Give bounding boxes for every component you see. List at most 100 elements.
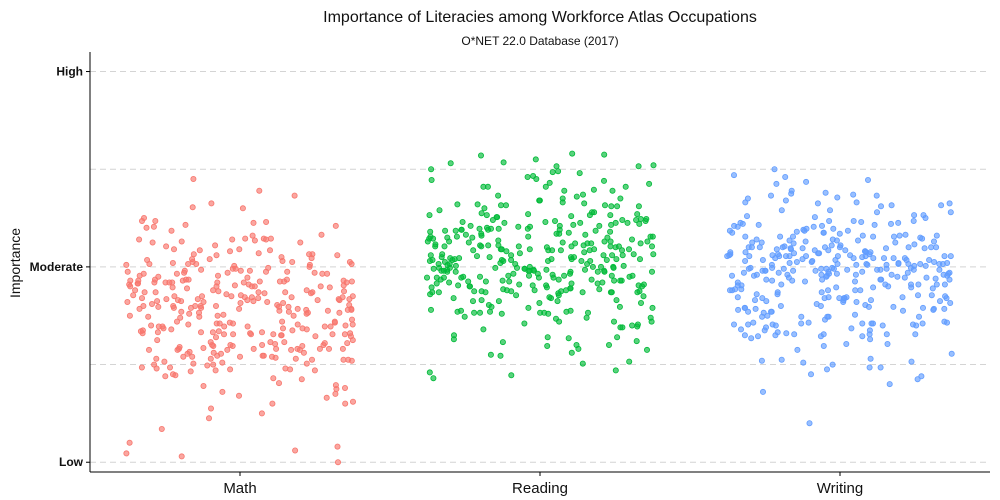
- data-point-math: [197, 329, 204, 336]
- data-point-writing: [759, 256, 766, 263]
- data-point-writing: [911, 212, 918, 219]
- data-point-reading: [613, 256, 620, 263]
- data-point-writing: [870, 255, 877, 262]
- data-point-writing: [922, 262, 929, 269]
- data-point-reading: [601, 268, 608, 275]
- data-point-writing: [738, 286, 745, 293]
- data-point-reading: [568, 349, 575, 356]
- data-point-math: [123, 261, 130, 268]
- data-point-math: [311, 367, 318, 374]
- data-point-reading: [432, 243, 439, 250]
- data-point-writing: [790, 233, 797, 240]
- data-point-reading: [478, 243, 485, 250]
- data-point-math: [171, 293, 178, 300]
- data-point-math: [332, 382, 339, 389]
- data-point-reading: [608, 289, 615, 296]
- data-point-reading: [607, 238, 614, 245]
- data-point-math: [324, 270, 331, 277]
- data-point-reading: [590, 186, 597, 193]
- data-point-math: [273, 345, 280, 352]
- data-point-math: [324, 307, 331, 314]
- data-point-reading: [555, 168, 562, 175]
- data-point-math: [230, 331, 237, 338]
- data-point-math: [213, 252, 220, 259]
- data-point-writing: [867, 336, 874, 343]
- data-point-writing: [814, 200, 821, 207]
- data-point-reading: [503, 248, 510, 255]
- data-point-math: [163, 243, 170, 250]
- data-point-math: [266, 247, 273, 254]
- data-point-math: [259, 341, 266, 348]
- data-point-reading: [589, 263, 596, 270]
- data-point-writing: [729, 272, 736, 279]
- data-point-math: [285, 303, 292, 310]
- data-point-math: [261, 290, 268, 297]
- data-point-writing: [793, 258, 800, 265]
- data-point-writing: [798, 313, 805, 320]
- chart-subtitle: O*NET 22.0 Database (2017): [461, 34, 618, 48]
- data-point-reading: [500, 257, 507, 264]
- data-point-math: [196, 247, 203, 254]
- data-point-writing: [818, 271, 825, 278]
- data-point-reading: [594, 280, 601, 287]
- data-point-math: [212, 302, 219, 309]
- data-point-reading: [578, 257, 585, 264]
- data-point-reading: [450, 295, 457, 302]
- data-point-writing: [746, 253, 753, 260]
- data-point-reading: [554, 298, 561, 305]
- data-point-reading: [643, 215, 650, 222]
- data-point-reading: [455, 282, 462, 289]
- data-point-writing: [936, 266, 943, 273]
- data-point-writing: [778, 207, 785, 214]
- data-point-reading: [486, 254, 493, 261]
- data-point-reading: [563, 308, 570, 315]
- data-point-math: [189, 256, 196, 263]
- data-point-math: [347, 330, 354, 337]
- data-point-math: [312, 333, 319, 340]
- data-point-reading: [442, 227, 449, 234]
- data-point-math: [186, 310, 193, 317]
- data-point-reading: [588, 276, 595, 283]
- data-point-writing: [850, 191, 857, 198]
- data-point-reading: [559, 195, 566, 202]
- data-point-reading: [606, 341, 613, 348]
- data-point-writing: [772, 332, 779, 339]
- data-point-math: [242, 235, 249, 242]
- data-point-writing: [740, 269, 747, 276]
- data-point-math: [309, 251, 316, 258]
- data-point-writing: [753, 236, 760, 243]
- data-point-math: [212, 242, 219, 249]
- data-point-reading: [581, 249, 588, 256]
- data-point-reading: [497, 352, 504, 359]
- data-point-reading: [476, 309, 483, 316]
- data-point-math: [149, 239, 156, 246]
- data-point-math: [198, 266, 205, 273]
- data-point-writing: [866, 327, 873, 334]
- data-point-math: [166, 364, 173, 371]
- data-point-reading: [607, 212, 614, 219]
- data-point-math: [255, 250, 262, 257]
- axes: [89, 52, 990, 473]
- data-point-writing: [774, 291, 781, 298]
- data-point-reading: [556, 230, 563, 237]
- data-point-math: [177, 314, 184, 321]
- data-point-math: [162, 373, 169, 380]
- data-point-math: [229, 236, 236, 243]
- data-point-reading: [644, 238, 651, 245]
- data-point-writing: [942, 293, 949, 300]
- data-point-math: [260, 352, 267, 359]
- data-point-math: [190, 251, 197, 258]
- data-point-writing: [817, 333, 824, 340]
- data-point-writing: [933, 232, 940, 239]
- data-point-reading: [452, 262, 459, 269]
- data-point-writing: [850, 255, 857, 262]
- data-point-writing: [947, 253, 954, 260]
- data-point-reading: [521, 265, 528, 272]
- data-point-math: [342, 400, 349, 407]
- data-point-reading: [529, 282, 536, 289]
- data-point-math: [215, 288, 222, 295]
- data-point-reading: [426, 212, 433, 219]
- data-point-math: [182, 221, 189, 228]
- data-point-writing: [751, 272, 758, 279]
- data-point-writing: [859, 254, 866, 261]
